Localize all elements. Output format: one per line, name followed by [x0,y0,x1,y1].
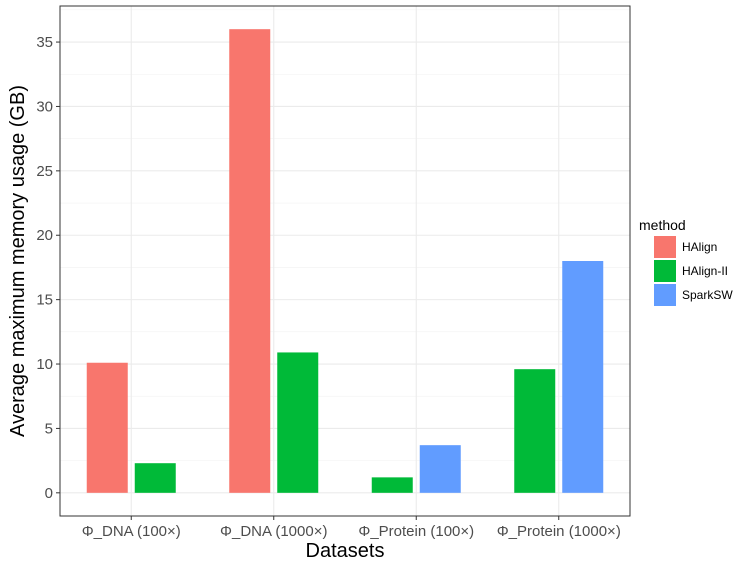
y-tick-label: 0 [45,485,53,502]
x-tick-label: Φ_DNA (100×) [82,523,181,540]
legend-label: SparkSW [682,288,733,302]
legend-key [654,260,676,282]
legend-key [654,236,676,258]
bar [371,477,413,493]
legend: method HAlign HAlign-II SparkSW [639,217,733,306]
bars [86,29,604,493]
bar [562,261,604,493]
y-tick-label: 15 [36,292,53,309]
plot-border [59,5,631,517]
legend-key [654,284,676,306]
bar [86,362,128,493]
y-tick-label: 20 [36,227,53,244]
y-axis-ticks: 0 5 10 15 20 25 30 35 [36,34,60,502]
legend-title: method [639,217,686,233]
x-axis-ticks: Φ_DNA (100×) Φ_DNA (1000×) Φ_Protein (100×… [82,516,621,540]
legend-label: HAlign-II [682,264,728,278]
y-tick-label: 5 [45,420,53,437]
y-tick-label: 10 [36,356,53,373]
x-tick-label: Φ_Protein (1000×) [497,523,621,540]
bar [277,352,319,493]
bar [229,29,271,493]
grid-minor [60,9,630,461]
y-axis-title: Average maximum memory usage (GB) [7,85,29,437]
y-tick-label: 30 [36,98,53,115]
bar [514,369,556,493]
bar [419,445,461,493]
x-tick-label: Φ_Protein (100×) [358,523,474,540]
x-axis-title: Datasets [306,540,385,562]
legend-label: HAlign [682,240,717,254]
x-tick-label: Φ_DNA (1000×) [220,523,327,540]
y-tick-label: 25 [36,163,53,180]
bar [134,463,176,493]
y-tick-label: 35 [36,34,53,51]
